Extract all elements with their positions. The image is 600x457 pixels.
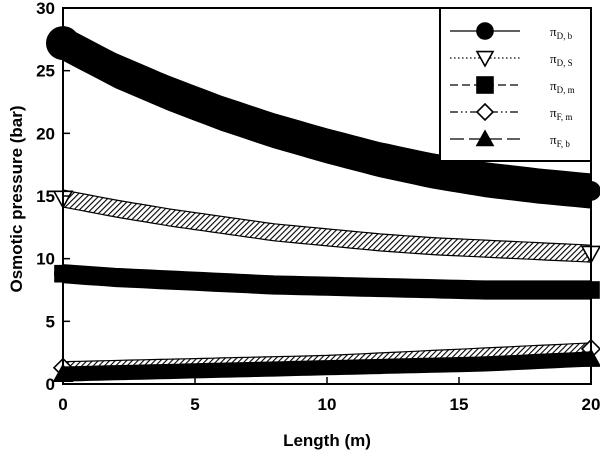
y-tick-label-4: 20 — [36, 124, 55, 143]
legend-item-4: πF, b — [450, 129, 570, 149]
y-tick-label-1: 5 — [46, 312, 55, 331]
legend-label-4: πF, b — [550, 132, 570, 149]
legend-item-0: πD, b — [450, 22, 573, 41]
y-tick-label-5: 25 — [36, 62, 55, 81]
legend-item-3: πF, m — [450, 102, 572, 122]
legend-marker-3 — [475, 102, 495, 122]
legend-label-3: πF, m — [550, 105, 572, 122]
x-tick-label-3: 15 — [450, 395, 469, 414]
y-tick-label-0: 0 — [46, 375, 55, 394]
y-tick-label-2: 10 — [36, 250, 55, 269]
series-1-line — [62, 189, 592, 263]
y-tick-label-6: 30 — [36, 0, 55, 18]
legend-item-2: πD, m — [450, 76, 575, 95]
x-tick-label-2: 10 — [318, 395, 337, 414]
legend-label-1: πD, S — [550, 51, 573, 68]
legend-marker-4 — [475, 129, 495, 147]
x-tick-label-4: 20 — [582, 395, 600, 414]
legend-label-0: πD, b — [550, 24, 573, 41]
legend-marker-2 — [476, 76, 494, 94]
legend-marker-0 — [476, 22, 494, 40]
series-2-line — [62, 264, 592, 300]
x-axis-title: Length (m) — [283, 431, 371, 450]
legend: πD, b πD, S πD, m πF, m πF, b — [439, 7, 592, 162]
series-2 — [54, 264, 600, 300]
y-axis-title: Osmotic pressure (bar) — [7, 105, 26, 292]
x-tick-label-1: 5 — [190, 395, 199, 414]
y-tick-label-3: 15 — [36, 187, 55, 206]
legend-item-1: πD, S — [450, 50, 573, 68]
x-tick-label-0: 0 — [58, 395, 67, 414]
legend-marker-1 — [475, 50, 495, 68]
legend-label-2: πD, m — [550, 78, 575, 95]
